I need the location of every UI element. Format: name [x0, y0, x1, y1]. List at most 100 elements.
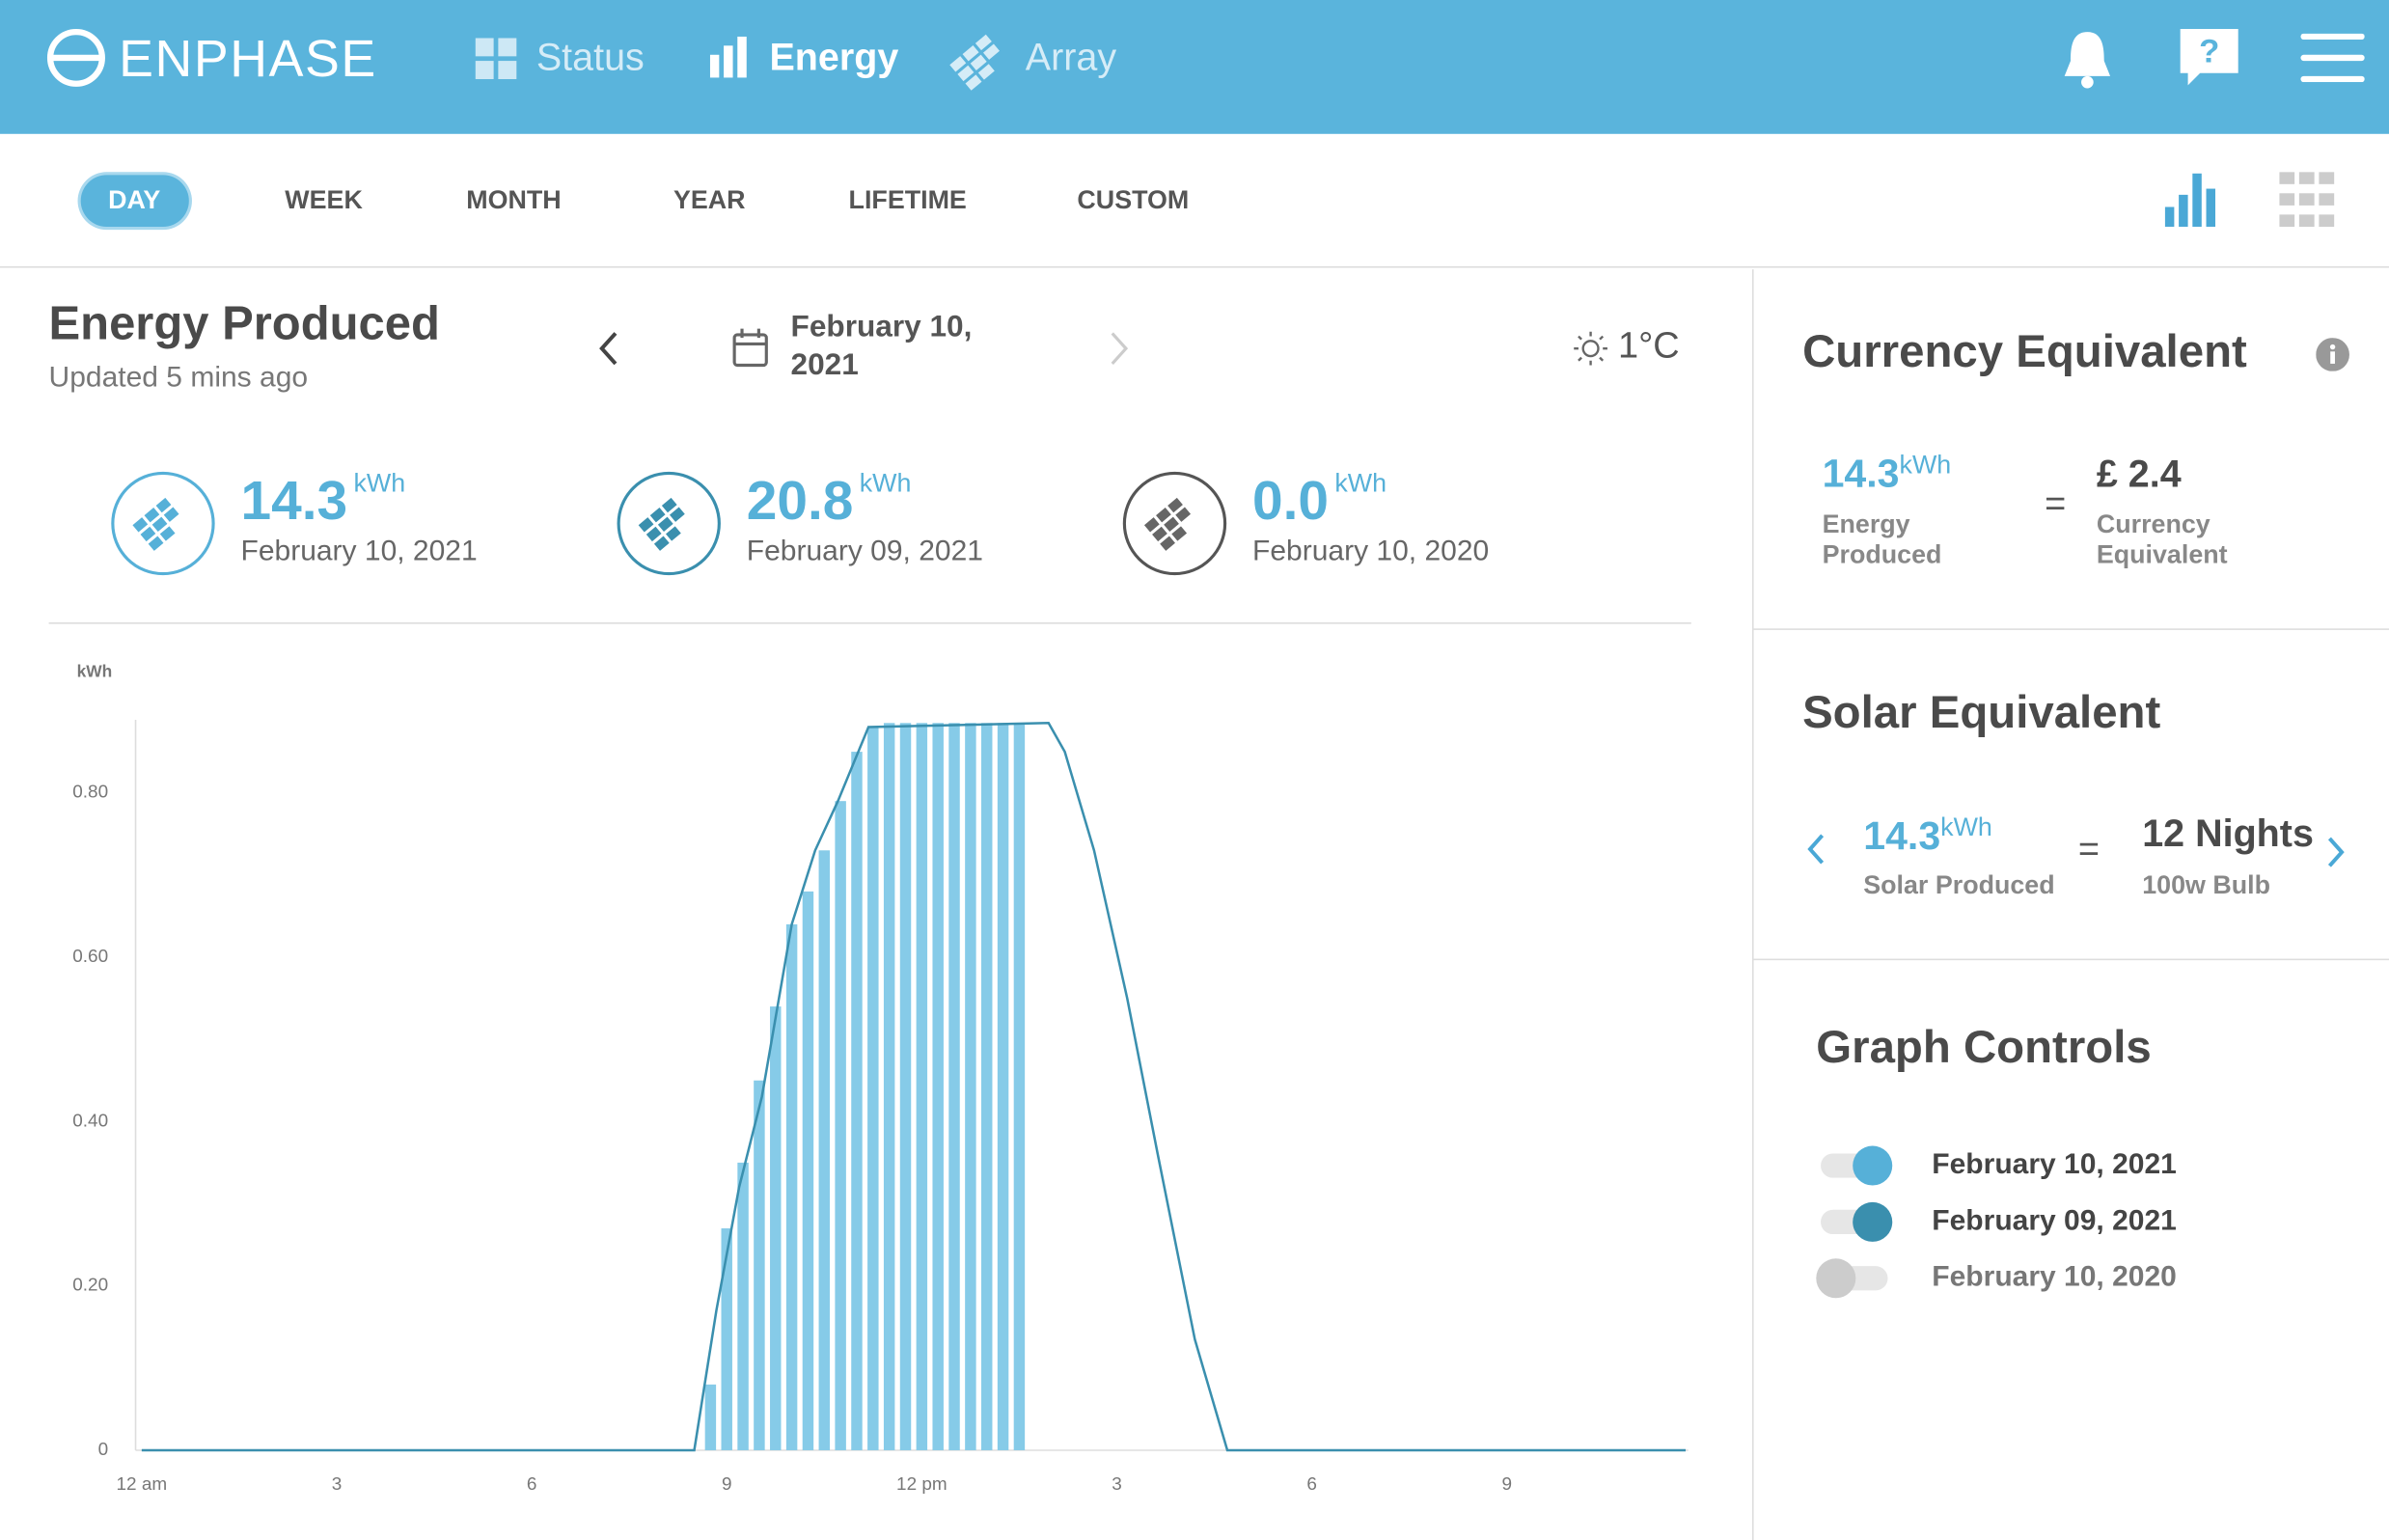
- y-tick-label: 0.60: [72, 947, 108, 967]
- nav-status[interactable]: Status: [535, 36, 645, 80]
- summary-value: 0.0 kWh: [1252, 469, 1387, 533]
- bar: [981, 723, 993, 1450]
- chart-view-icon[interactable]: [2163, 171, 2221, 229]
- solar-title: Solar Equivalent: [1802, 687, 2161, 738]
- bar: [704, 1384, 717, 1450]
- ring: [111, 471, 215, 576]
- menu-icon[interactable]: [2300, 33, 2365, 83]
- unit: kWh: [1334, 468, 1387, 498]
- tab[interactable]: MONTH: [466, 185, 562, 215]
- status-icon: [475, 38, 517, 80]
- chart: kWh 0 0.20 0.40 0.60 0.80 12 am 3 6 9 12 pm 3 6 9: [72, 662, 1689, 1495]
- next[interactable]: [2322, 834, 2349, 870]
- toggle-knob: [1816, 1258, 1856, 1299]
- y-axis-label: kWh: [77, 662, 113, 681]
- value: 14.3: [1822, 450, 1900, 497]
- summary-value: 14.3 kWh: [240, 469, 405, 533]
- cell: [1167, 497, 1183, 513]
- bar: [916, 723, 928, 1450]
- tab[interactable]: LIFETIME: [848, 185, 967, 215]
- cell: [163, 507, 179, 522]
- legend-entry[interactable]: February 09, 2021: [1932, 1205, 2177, 1238]
- cell: [1164, 516, 1179, 533]
- y-tick-label: 0.80: [72, 783, 108, 803]
- cell: [1143, 517, 1160, 533]
- cell: [140, 526, 156, 542]
- nav-energy[interactable]: Energy: [769, 36, 899, 80]
- cell: [132, 517, 149, 533]
- x-tick-label: 12 pm: [896, 1474, 947, 1495]
- summary-date: February 10, 2020: [1252, 536, 1490, 568]
- bar: [965, 723, 976, 1450]
- unit: kWh: [859, 468, 912, 498]
- ring: [617, 471, 721, 576]
- cell: [670, 507, 685, 522]
- cell: [649, 507, 666, 523]
- bar: [851, 752, 863, 1450]
- x-tick-label: 6: [527, 1474, 537, 1495]
- bar: [997, 723, 1009, 1450]
- x-tick-label: 12 am: [117, 1474, 168, 1495]
- line: [141, 722, 1687, 1452]
- summary-value: 20.8 kWh: [747, 469, 912, 533]
- value: 0.0: [1252, 468, 1330, 532]
- bar: [818, 850, 831, 1450]
- summary-date: February 09, 2021: [746, 536, 983, 568]
- controls-title: Graph Controls: [1816, 1022, 2152, 1073]
- grid-view-icon[interactable]: [2279, 172, 2337, 230]
- bar: [835, 801, 846, 1450]
- legend-entry[interactable]: February 10, 2020: [1932, 1261, 2177, 1294]
- tab[interactable]: YEAR: [673, 185, 746, 215]
- value: 14.3: [1863, 812, 1941, 859]
- date: February 10, 2021: [790, 310, 973, 382]
- unit: kWh: [1940, 812, 1992, 842]
- header: [0, 0, 2389, 134]
- brand: ENPHASE: [119, 30, 377, 89]
- equals: =: [2077, 829, 2101, 871]
- glyph: [1143, 497, 1192, 551]
- x-tick-label: 9: [722, 1474, 732, 1495]
- x-tick-label: 3: [1112, 1474, 1122, 1495]
- cell: [1152, 526, 1167, 542]
- logo-icon: [46, 28, 105, 87]
- cell: [1171, 526, 1188, 541]
- label: Energy Produced: [1822, 509, 1942, 569]
- prev[interactable]: [1802, 831, 1829, 867]
- value: 20.8: [746, 468, 854, 532]
- bar: [785, 923, 798, 1450]
- updated: Updated 5 mins ago: [48, 362, 309, 395]
- bar: [1013, 723, 1026, 1450]
- glyph: [132, 497, 179, 551]
- label: Currency Equivalent: [2096, 509, 2228, 569]
- unit: kWh: [1899, 450, 1952, 480]
- legend-entry[interactable]: February 10, 2021: [1932, 1148, 2177, 1181]
- next-day: [1111, 332, 1129, 365]
- glyph: [638, 497, 685, 551]
- ring: [1122, 471, 1227, 576]
- calendar-icon[interactable]: [731, 327, 771, 370]
- cell: [657, 516, 673, 533]
- tab[interactable]: DAY: [108, 185, 161, 215]
- tab-bar: [0, 134, 2389, 268]
- y-tick-label: 0.20: [72, 1276, 108, 1296]
- energy-icon: [709, 36, 747, 78]
- prev-day[interactable]: [594, 329, 625, 369]
- panel-title: Energy Produced: [48, 296, 440, 350]
- cell: [1160, 536, 1175, 551]
- bar: [721, 1228, 732, 1450]
- nav-array[interactable]: Array: [1025, 36, 1117, 80]
- tab[interactable]: CUSTOM: [1077, 185, 1190, 215]
- array-icon: [949, 34, 1000, 91]
- divider: [1753, 958, 2389, 961]
- help-icon[interactable]: ?: [2179, 27, 2239, 88]
- label: Solar Produced: [1863, 870, 2055, 900]
- bell-icon[interactable]: [2060, 27, 2115, 91]
- info-icon[interactable]: [2316, 338, 2349, 371]
- tab[interactable]: WEEK: [285, 185, 363, 215]
- cell: [645, 526, 662, 542]
- weather-icon: [1574, 331, 1607, 366]
- divider: [1751, 269, 1754, 1540]
- tab-active-bg: [80, 175, 189, 227]
